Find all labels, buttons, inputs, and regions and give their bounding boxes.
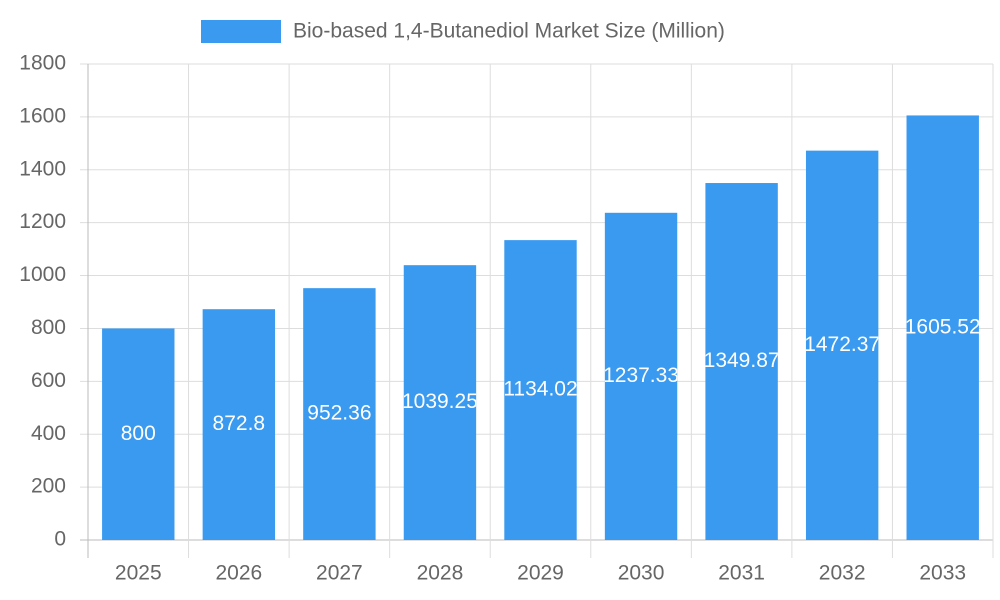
data-label: 800	[121, 422, 156, 445]
y-tick-label: 400	[31, 422, 66, 445]
y-tick-label: 200	[31, 475, 66, 498]
bar	[705, 183, 778, 541]
bar	[504, 240, 577, 540]
data-label: 872.8	[213, 412, 266, 435]
y-tick-label: 1400	[19, 157, 66, 180]
legend-swatch	[201, 20, 281, 43]
y-tick-label: 0	[54, 528, 66, 551]
bar	[202, 309, 276, 540]
x-tick-label: 2028	[417, 562, 464, 585]
bar	[604, 212, 678, 540]
y-tick-label: 1000	[19, 263, 66, 286]
y-tick-label: 1200	[19, 210, 66, 233]
y-tick-label: 1800	[19, 52, 66, 75]
data-label: 1237.33	[603, 364, 679, 387]
data-label: 1472.37	[804, 333, 880, 356]
bar	[303, 288, 376, 540]
bar	[805, 150, 879, 540]
data-label: 1349.87	[704, 349, 780, 372]
y-tick-label: 800	[31, 316, 66, 339]
y-tick-label: 600	[31, 369, 66, 392]
x-tick-label: 2029	[517, 562, 564, 585]
x-tick-label: 2026	[215, 562, 262, 585]
x-tick-label: 2033	[919, 562, 966, 585]
bar	[102, 328, 175, 540]
bar	[906, 115, 979, 541]
bar	[403, 265, 477, 540]
data-label: 1605.52	[905, 315, 981, 338]
x-tick-label: 2025	[115, 562, 162, 585]
x-tick-label: 2032	[819, 562, 866, 585]
x-tick-label: 2030	[618, 562, 665, 585]
y-tick-label: 1600	[19, 104, 66, 127]
data-label: 1039.25	[402, 390, 478, 413]
x-tick-label: 2027	[316, 562, 363, 585]
data-label: 1134.02	[503, 378, 577, 401]
data-label: 952.36	[307, 402, 371, 425]
x-tick-label: 2031	[718, 562, 765, 585]
legend-label: Bio-based 1,4-Butanediol Market Size (Mi…	[293, 20, 725, 43]
